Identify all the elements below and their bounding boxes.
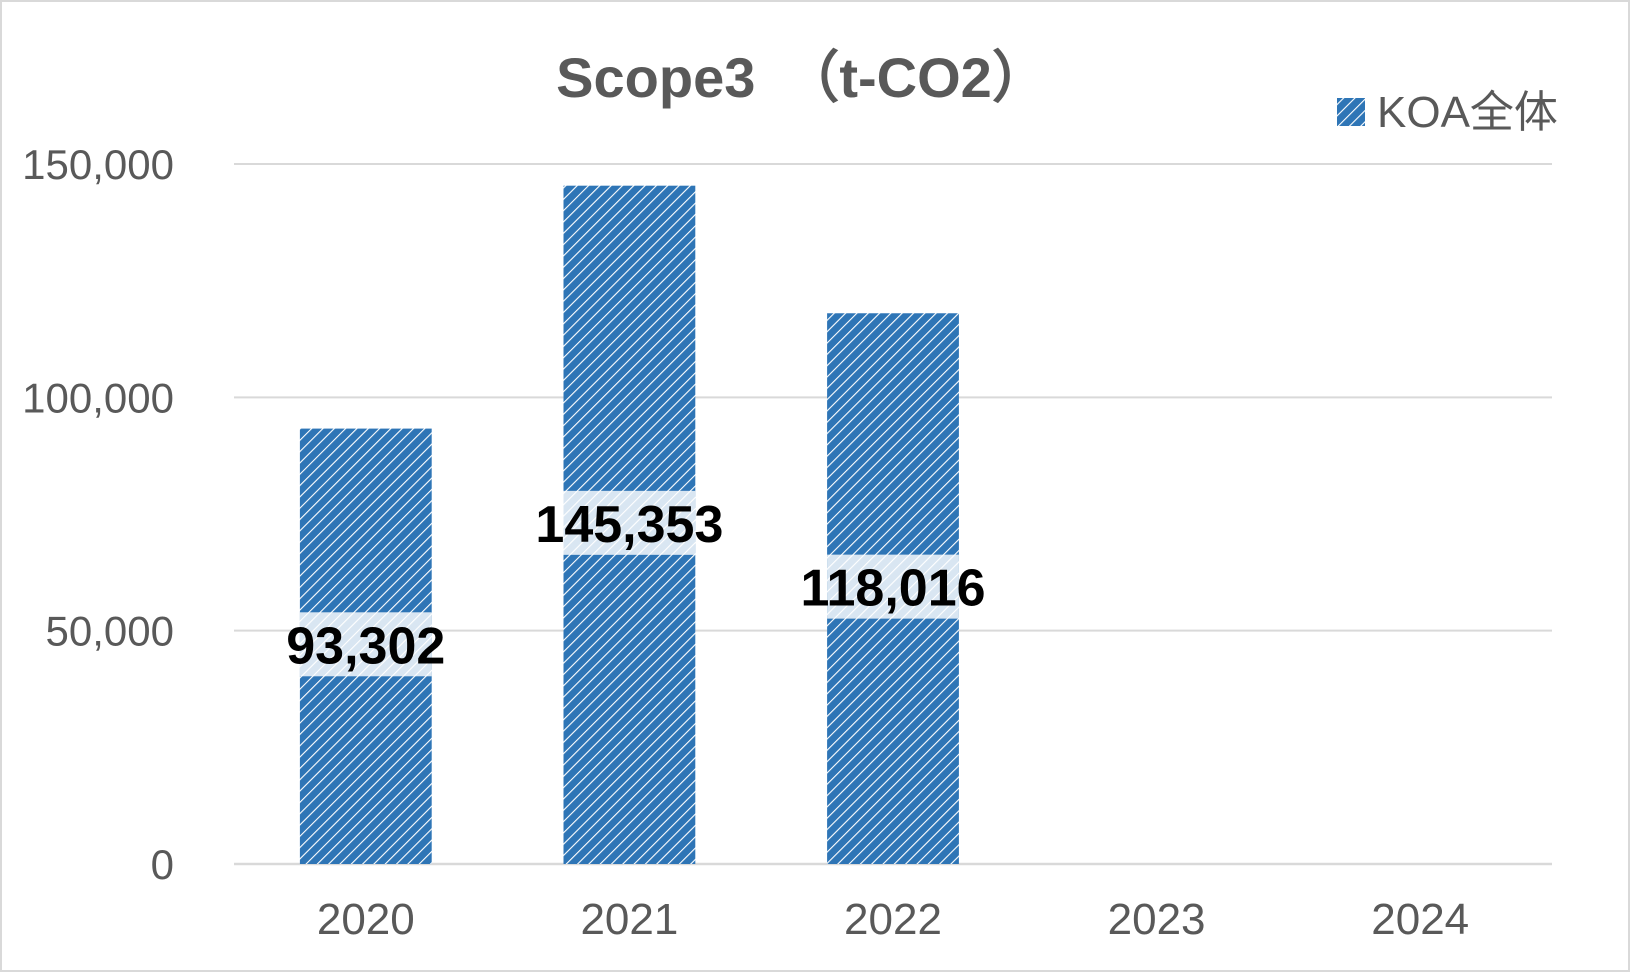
data-labels: 93,302 145,353 118,016 [286,490,986,677]
x-tick-label: 2023 [1108,895,1206,944]
data-label: 118,016 [800,560,985,618]
data-label-background [827,554,959,619]
data-label-background [563,490,696,555]
data-label: 145,353 [535,496,723,554]
y-tick-label: 0 [151,841,174,888]
x-axis: 2020 2021 2022 2023 2024 [317,895,1469,944]
y-tick-label: 100,000 [22,374,174,421]
legend-label: KOA全体 [1377,88,1558,137]
x-tick-label: 2024 [1371,895,1469,944]
chart-title: Scope3 （t-CO2） [556,46,1048,109]
data-label-background [299,612,432,677]
data-label: 93,302 [286,617,445,675]
x-tick-label: 2020 [317,895,415,944]
x-tick-label: 2021 [580,895,678,944]
legend: KOA全体 [1337,88,1558,137]
legend-swatch [1337,98,1365,126]
y-axis: 0 50,000 100,000 150,000 [22,141,174,888]
x-tick-label: 2022 [844,895,942,944]
y-tick-label: 50,000 [46,608,174,655]
y-tick-label: 150,000 [22,141,174,188]
